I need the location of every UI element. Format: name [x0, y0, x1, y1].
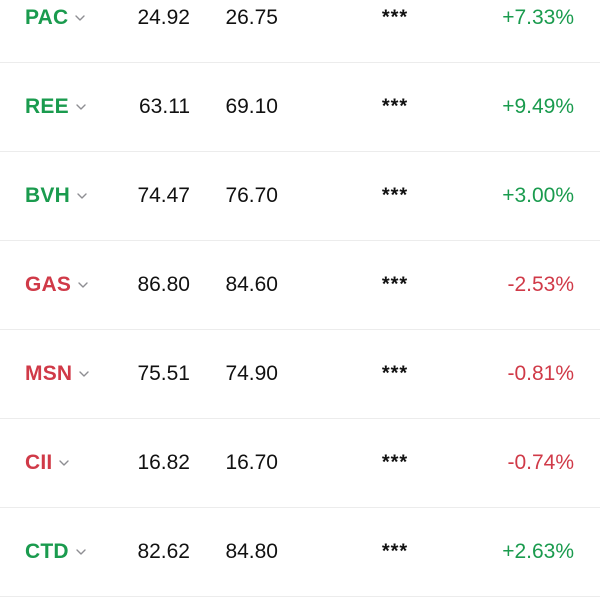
ticker-symbol: MSN [25, 362, 73, 385]
ticker-symbol: REE [25, 95, 69, 118]
ticker[interactable]: MSN [25, 362, 90, 386]
masked-value: *** [381, 273, 409, 296]
percent-change: -0.81% [507, 362, 574, 385]
current-price: 84.80 [225, 540, 278, 563]
reference-price: 24.92 [137, 6, 190, 29]
ticker-symbol: PAC [25, 6, 69, 29]
chevron-down-icon[interactable] [75, 101, 87, 113]
stock-row-gas[interactable]: GAS 86.80 84.60 *** -2.53% [0, 241, 600, 330]
stock-row-pac[interactable]: PAC 24.92 26.75 *** +7.33% [0, 0, 600, 63]
masked-value: *** [381, 95, 409, 118]
reference-price: 74.47 [137, 184, 190, 207]
reference-price: 82.62 [137, 540, 190, 563]
stock-row-cii[interactable]: CII 16.82 16.70 *** -0.74% [0, 419, 600, 508]
ticker-symbol: CTD [25, 540, 69, 563]
current-price: 69.10 [225, 95, 278, 118]
chevron-down-icon[interactable] [75, 546, 87, 558]
ticker[interactable]: BVH [25, 184, 88, 208]
ticker-symbol: CII [25, 451, 53, 474]
stock-row-ree[interactable]: REE 63.11 69.10 *** +9.49% [0, 63, 600, 152]
percent-change: -0.74% [507, 451, 574, 474]
stock-row-ctd[interactable]: CTD 82.62 84.80 *** +2.63% [0, 508, 600, 597]
reference-price: 63.11 [139, 95, 190, 118]
masked-value: *** [381, 6, 409, 29]
ticker[interactable]: REE [25, 95, 87, 119]
percent-change: +2.63% [502, 540, 574, 563]
current-price: 74.90 [225, 362, 278, 385]
current-price: 84.60 [225, 273, 278, 296]
chevron-down-icon[interactable] [58, 457, 70, 469]
masked-value: *** [381, 184, 409, 207]
stock-row-bvh[interactable]: BVH 74.47 76.70 *** +3.00% [0, 152, 600, 241]
chevron-down-icon[interactable] [76, 190, 88, 202]
reference-price: 75.51 [137, 362, 190, 385]
reference-price: 86.80 [137, 273, 190, 296]
ticker[interactable]: CTD [25, 540, 87, 564]
stock-row-msn[interactable]: MSN 75.51 74.90 *** -0.81% [0, 330, 600, 419]
percent-change: +7.33% [502, 6, 574, 29]
chevron-down-icon[interactable] [74, 12, 86, 24]
masked-value: *** [381, 451, 409, 474]
current-price: 16.70 [225, 451, 278, 474]
ticker[interactable]: GAS [25, 273, 89, 297]
percent-change: +3.00% [502, 184, 574, 207]
masked-value: *** [381, 362, 409, 385]
chevron-down-icon[interactable] [78, 368, 90, 380]
chevron-down-icon[interactable] [77, 279, 89, 291]
ticker-symbol: BVH [25, 184, 70, 207]
ticker[interactable]: CII [25, 451, 70, 475]
percent-change: -2.53% [507, 273, 574, 296]
masked-value: *** [381, 540, 409, 563]
percent-change: +9.49% [502, 95, 574, 118]
reference-price: 16.82 [137, 451, 190, 474]
ticker[interactable]: PAC [25, 6, 86, 30]
current-price: 76.70 [225, 184, 278, 207]
current-price: 26.75 [225, 6, 278, 29]
ticker-symbol: GAS [25, 273, 72, 296]
